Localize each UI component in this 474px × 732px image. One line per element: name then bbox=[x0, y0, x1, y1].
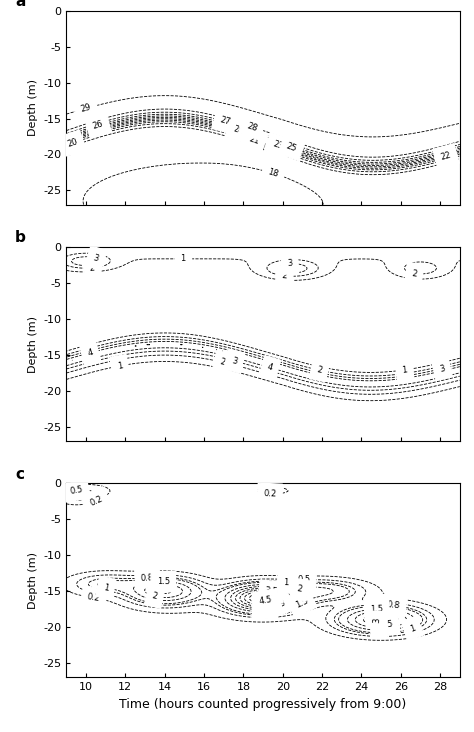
Text: 1: 1 bbox=[102, 583, 109, 593]
Text: 0.2: 0.2 bbox=[263, 489, 277, 498]
Text: 3: 3 bbox=[438, 364, 446, 373]
Text: 3: 3 bbox=[231, 356, 238, 366]
Text: 28: 28 bbox=[246, 121, 259, 132]
Text: 1: 1 bbox=[181, 254, 186, 264]
Text: 3: 3 bbox=[92, 253, 100, 263]
Text: 0.2: 0.2 bbox=[87, 592, 101, 603]
Text: 29: 29 bbox=[80, 102, 92, 114]
Text: 2: 2 bbox=[219, 357, 226, 367]
Y-axis label: Depth (m): Depth (m) bbox=[28, 315, 38, 373]
Text: 27: 27 bbox=[219, 116, 231, 127]
Text: 22: 22 bbox=[440, 151, 452, 162]
Text: 21: 21 bbox=[248, 134, 261, 146]
X-axis label: Time (hours counted progressively from 9:00): Time (hours counted progressively from 9… bbox=[119, 698, 407, 711]
Y-axis label: Depth (m): Depth (m) bbox=[28, 552, 38, 609]
Text: 3: 3 bbox=[372, 617, 382, 623]
Text: b: b bbox=[15, 231, 26, 245]
Text: 2.5: 2.5 bbox=[258, 604, 271, 613]
Text: c: c bbox=[15, 466, 24, 482]
Text: 3: 3 bbox=[287, 259, 293, 269]
Text: 0.8: 0.8 bbox=[387, 600, 401, 610]
Text: 2.5: 2.5 bbox=[380, 619, 394, 630]
Text: 23: 23 bbox=[272, 139, 284, 152]
Text: a: a bbox=[15, 0, 26, 9]
Text: 20: 20 bbox=[66, 137, 79, 149]
Text: 18: 18 bbox=[267, 168, 280, 179]
Text: 4.5: 4.5 bbox=[259, 595, 273, 606]
Text: 25: 25 bbox=[285, 141, 298, 154]
Text: 4: 4 bbox=[268, 597, 275, 608]
Text: 3: 3 bbox=[278, 599, 286, 609]
Text: 3.5: 3.5 bbox=[264, 586, 278, 597]
Text: 24: 24 bbox=[232, 124, 245, 136]
Text: 26: 26 bbox=[91, 119, 104, 131]
Text: 2: 2 bbox=[376, 623, 382, 632]
Text: 0.2: 0.2 bbox=[88, 494, 104, 507]
Text: 1: 1 bbox=[408, 623, 416, 633]
Text: 4: 4 bbox=[86, 348, 94, 358]
Text: 19: 19 bbox=[259, 143, 272, 154]
Text: 2: 2 bbox=[151, 591, 158, 602]
Text: 2: 2 bbox=[411, 269, 418, 278]
Text: 2: 2 bbox=[89, 264, 95, 272]
Text: 0.8: 0.8 bbox=[141, 573, 154, 583]
Text: 1: 1 bbox=[401, 365, 408, 375]
Text: 4: 4 bbox=[266, 362, 274, 373]
Text: 1.5: 1.5 bbox=[370, 605, 383, 614]
Text: 1: 1 bbox=[283, 578, 289, 587]
Text: 1: 1 bbox=[116, 361, 123, 371]
Text: 1.5: 1.5 bbox=[156, 577, 170, 586]
Text: 2: 2 bbox=[316, 365, 323, 375]
Y-axis label: Depth (m): Depth (m) bbox=[28, 79, 38, 136]
Text: 2: 2 bbox=[296, 585, 303, 594]
Text: 0.5: 0.5 bbox=[297, 575, 310, 584]
Text: 2: 2 bbox=[282, 271, 288, 280]
Text: 1.5: 1.5 bbox=[294, 596, 310, 610]
Text: 0.5: 0.5 bbox=[69, 485, 83, 496]
